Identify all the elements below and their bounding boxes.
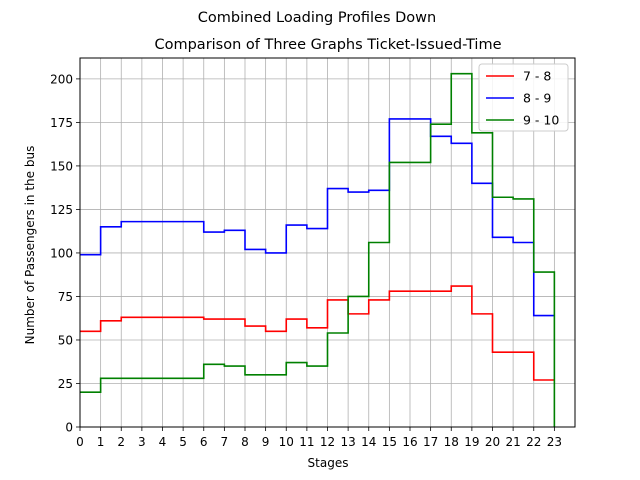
y-tick-label: 150 [50,159,73,173]
x-tick-label: 22 [526,435,541,449]
x-tick-label: 13 [340,435,355,449]
legend-label: 9 - 10 [523,113,559,128]
y-tick-label: 200 [50,72,73,86]
x-tick-label: 3 [138,435,146,449]
x-tick-label: 8 [241,435,249,449]
x-tick-label: 11 [299,435,314,449]
x-tick-label: 7 [221,435,229,449]
x-tick-label: 17 [423,435,438,449]
series-line-1 [80,285,555,381]
x-tick-label: 15 [382,435,397,449]
x-tick-label: 21 [505,435,520,449]
y-tick-label: 100 [50,246,73,260]
x-tick-label: 4 [159,435,167,449]
x-tick-label: 10 [279,435,294,449]
x-tick-label: 12 [320,435,335,449]
x-tick-label: 5 [179,435,187,449]
x-tick-label: 6 [200,435,208,449]
y-axis-label: Number of Passengers in the bus [23,146,37,345]
x-axis-label: Stages [308,456,349,470]
x-tick-label: 2 [117,435,125,449]
axis-ticks: 0 1 2 3 4 5 6 7 8 9 10 11 12 13 14 15 16 17 18 19 20 21 22 2302… [50,72,562,449]
y-tick-label: 25 [58,377,73,391]
y-tick-label: 175 [50,116,73,130]
x-tick-label: 16 [402,435,417,449]
x-tick-label: 14 [361,435,376,449]
chart-title: Comparison of Three Graphs Ticket-Issued… [154,37,501,53]
legend-label: 8 - 9 [523,91,551,106]
legend-label: 7 - 8 [523,69,551,84]
x-tick-label: 19 [464,435,479,449]
x-tick-label: 20 [485,435,500,449]
legend-box [478,63,569,132]
y-tick-label: 125 [50,203,73,217]
series-layer [80,72,556,427]
y-tick-label: 50 [58,333,73,347]
series-line-3 [80,72,556,427]
series-line-2 [80,118,555,317]
y-tick-label: 0 [65,421,73,435]
legend: 7 - 8 8 - 9 9 - 10 [478,63,569,132]
x-tick-label: 18 [444,435,459,449]
x-tick-label: 23 [547,435,562,449]
plot-area-frame [79,57,576,428]
figure-suptitle: Combined Loading Profiles Down [198,10,436,26]
x-tick-label: 9 [262,435,270,449]
x-tick-label: 0 [76,435,84,449]
x-tick-label: 1 [97,435,105,449]
y-tick-label: 75 [58,290,73,304]
